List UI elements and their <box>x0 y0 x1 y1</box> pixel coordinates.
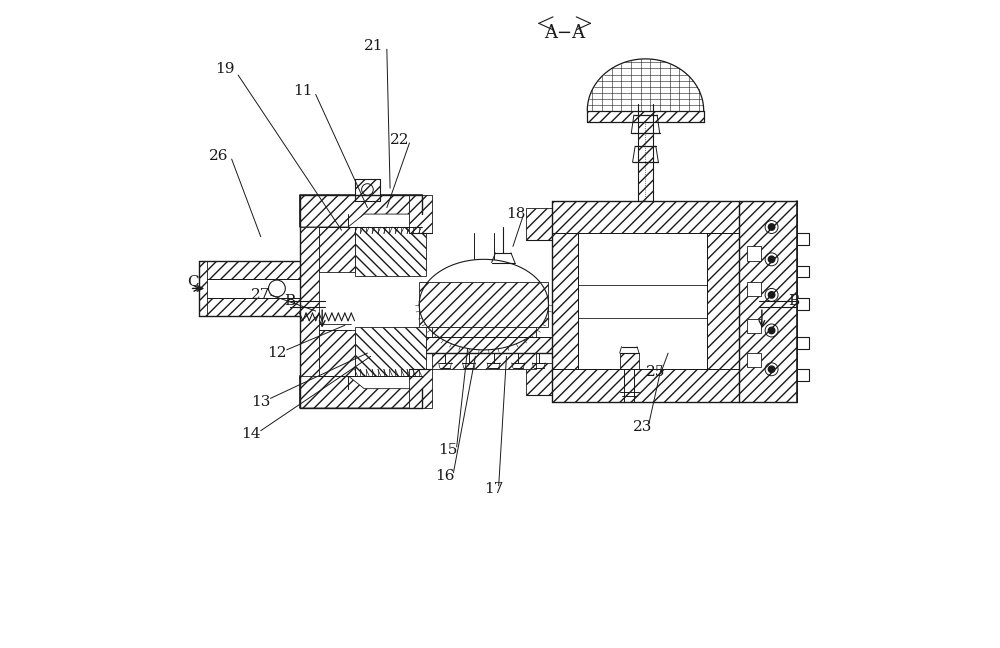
Text: 12: 12 <box>267 346 287 360</box>
Bar <box>300 227 319 376</box>
Polygon shape <box>300 376 422 408</box>
Bar <box>526 207 552 240</box>
Text: A−A: A−A <box>544 24 585 42</box>
Bar <box>747 246 761 260</box>
Text: 15: 15 <box>439 443 458 457</box>
Text: 13: 13 <box>251 395 270 409</box>
Bar <box>319 227 355 272</box>
Text: B: B <box>284 294 295 308</box>
Polygon shape <box>432 327 536 369</box>
Text: 26: 26 <box>209 149 228 163</box>
Bar <box>199 260 207 316</box>
Circle shape <box>768 292 775 298</box>
Text: 14: 14 <box>241 427 261 441</box>
Circle shape <box>768 366 775 373</box>
Bar <box>409 369 432 408</box>
Bar <box>747 353 761 367</box>
Text: 21: 21 <box>364 39 384 53</box>
Bar <box>426 337 552 353</box>
Polygon shape <box>300 194 422 227</box>
Text: 22: 22 <box>390 133 410 146</box>
Text: B: B <box>789 294 800 308</box>
Polygon shape <box>355 227 426 275</box>
Circle shape <box>768 224 775 230</box>
Text: 25: 25 <box>645 365 665 380</box>
Bar <box>526 363 552 395</box>
Polygon shape <box>552 201 739 233</box>
Polygon shape <box>552 369 739 402</box>
Polygon shape <box>419 282 548 327</box>
Bar <box>747 282 761 296</box>
Bar <box>409 194 432 233</box>
Text: 27: 27 <box>251 288 270 302</box>
Text: C: C <box>187 275 199 289</box>
Circle shape <box>768 256 775 262</box>
Bar <box>355 178 380 201</box>
Text: 16: 16 <box>435 469 455 483</box>
Circle shape <box>768 327 775 334</box>
Bar <box>319 330 355 376</box>
Polygon shape <box>355 327 426 376</box>
Bar <box>587 111 704 122</box>
Bar <box>620 353 639 369</box>
Polygon shape <box>707 233 739 369</box>
Polygon shape <box>552 233 578 369</box>
Text: 23: 23 <box>633 421 652 434</box>
Bar <box>747 319 761 333</box>
Text: 19: 19 <box>215 62 235 76</box>
Bar <box>638 111 653 201</box>
Text: 17: 17 <box>484 482 503 496</box>
Bar <box>203 298 300 316</box>
Text: 11: 11 <box>293 84 313 98</box>
Text: 18: 18 <box>506 207 526 221</box>
Bar <box>203 260 300 279</box>
Polygon shape <box>739 201 797 402</box>
